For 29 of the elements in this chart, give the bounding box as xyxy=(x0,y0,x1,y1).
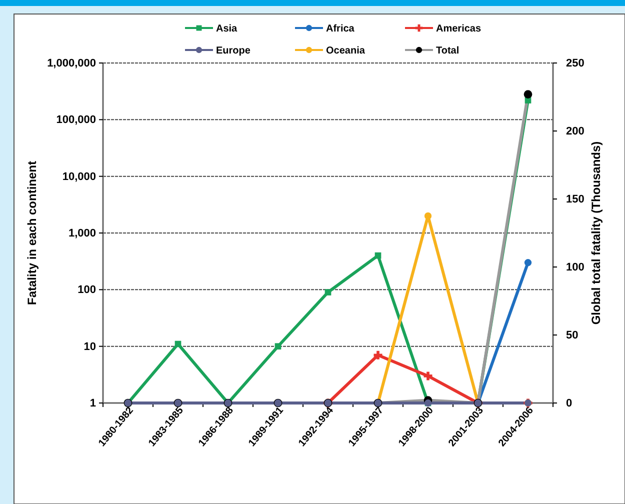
y2-tick-label: 150 xyxy=(566,194,584,206)
legend-label: Oceania xyxy=(326,46,366,56)
point xyxy=(424,372,432,380)
y-tick-label: 1,000,000 xyxy=(47,58,96,70)
y2-tick-label: 100 xyxy=(566,262,584,274)
y2-tick-label: 200 xyxy=(566,126,584,138)
point xyxy=(524,259,532,266)
y-tick-label: 1 xyxy=(90,398,96,410)
point xyxy=(424,212,432,220)
legend-label: Europe xyxy=(216,46,251,56)
legend-label: Africa xyxy=(326,24,355,34)
legend-label: Americas xyxy=(436,24,482,34)
legend-label: Asia xyxy=(216,24,238,34)
point xyxy=(274,343,282,350)
point xyxy=(324,289,332,296)
y-tick-label: 100,000 xyxy=(56,114,96,126)
point xyxy=(374,252,382,259)
y2-tick-label: 250 xyxy=(566,58,584,70)
y2-axis-title: Global total fatality (Thousands) xyxy=(589,141,603,325)
y-tick-label: 10,000 xyxy=(62,170,96,183)
y-axis-title: Fatality in each continent xyxy=(25,160,39,306)
y2-tick-label: 0 xyxy=(566,398,572,410)
legend-label: Total xyxy=(436,46,460,56)
y-tick-label: 1,000 xyxy=(68,228,96,240)
y-tick-label: 10 xyxy=(84,340,96,353)
point xyxy=(174,340,182,348)
point xyxy=(374,350,382,360)
y2-tick-label: 50 xyxy=(566,330,578,342)
y-tick-label: 100 xyxy=(78,284,96,296)
